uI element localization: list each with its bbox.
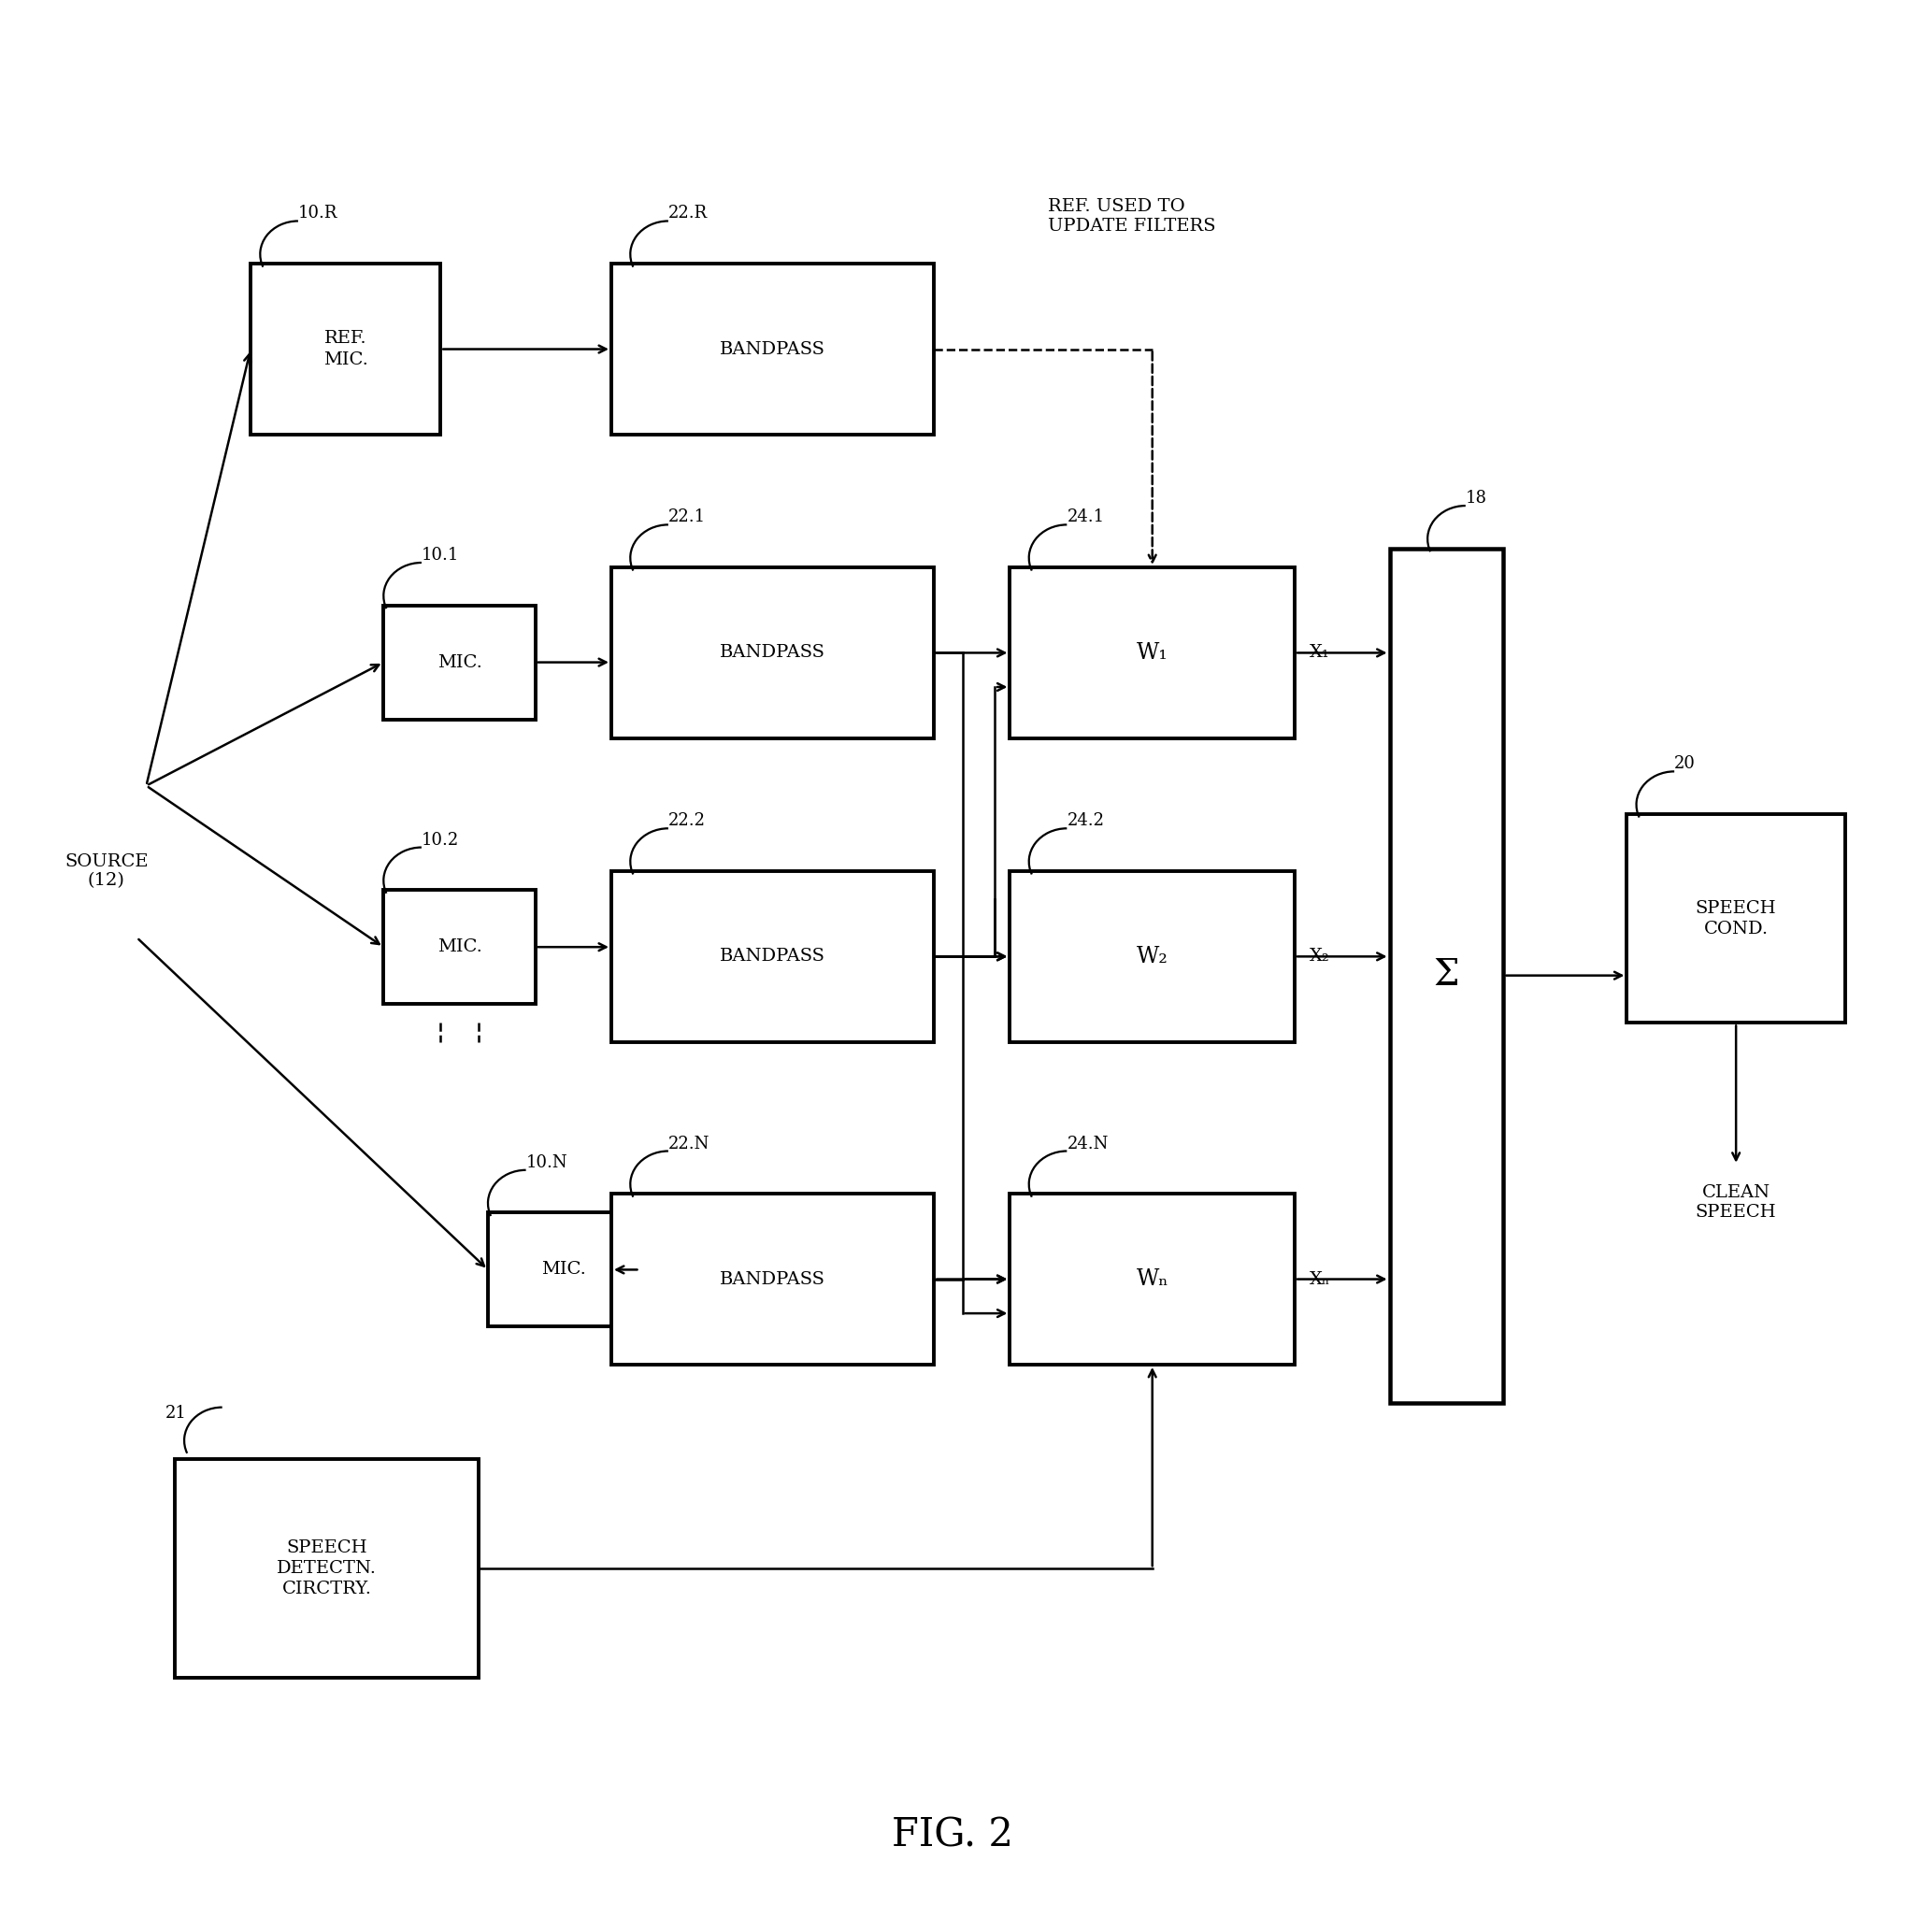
Text: FIG. 2: FIG. 2	[892, 1816, 1014, 1855]
Text: X₁: X₁	[1309, 645, 1330, 661]
Text: MIC.: MIC.	[436, 653, 482, 670]
Bar	[612, 1194, 934, 1364]
Bar	[1010, 871, 1294, 1041]
Text: 21: 21	[166, 1405, 187, 1422]
Bar	[612, 265, 934, 435]
Bar	[1010, 568, 1294, 738]
Bar	[1389, 549, 1504, 1403]
Bar	[383, 605, 536, 719]
Text: BANDPASS: BANDPASS	[720, 1271, 825, 1287]
Text: 10.1: 10.1	[421, 547, 459, 564]
Text: 24.2: 24.2	[1067, 813, 1104, 829]
Text: X₂: X₂	[1309, 949, 1330, 964]
Text: 20: 20	[1673, 755, 1696, 773]
Text: 10.R: 10.R	[297, 205, 337, 222]
Text: Xₙ: Xₙ	[1309, 1271, 1330, 1287]
Bar	[612, 871, 934, 1041]
Text: MIC.: MIC.	[436, 939, 482, 956]
Text: 24.N: 24.N	[1067, 1136, 1109, 1151]
Text: BANDPASS: BANDPASS	[720, 949, 825, 964]
Text: BANDPASS: BANDPASS	[720, 645, 825, 661]
Bar	[383, 891, 536, 1005]
Text: 24.1: 24.1	[1067, 508, 1104, 526]
Text: 10.N: 10.N	[526, 1153, 568, 1171]
Bar	[1628, 813, 1845, 1022]
Text: Σ: Σ	[1433, 958, 1460, 993]
Text: 22.R: 22.R	[669, 205, 707, 222]
Text: REF.
MIC.: REF. MIC.	[324, 330, 368, 367]
Text: W₁: W₁	[1136, 641, 1168, 663]
Text: REF. USED TO
UPDATE FILTERS: REF. USED TO UPDATE FILTERS	[1048, 199, 1216, 234]
Text: W₂: W₂	[1136, 947, 1168, 968]
Text: 18: 18	[1466, 491, 1487, 506]
Text: 22.1: 22.1	[669, 508, 705, 526]
Text: Wₙ: Wₙ	[1136, 1269, 1168, 1291]
Bar	[488, 1213, 640, 1327]
Text: 10.2: 10.2	[421, 831, 459, 848]
Bar	[612, 568, 934, 738]
Text: 22.N: 22.N	[669, 1136, 709, 1151]
Bar	[252, 265, 440, 435]
Text: SPEECH
DETECTN.
CIRCTRY.: SPEECH DETECTN. CIRCTRY.	[276, 1540, 377, 1598]
Bar	[1010, 1194, 1294, 1364]
Text: SPEECH
COND.: SPEECH COND.	[1696, 900, 1776, 937]
Text: SOURCE
(12): SOURCE (12)	[65, 852, 149, 889]
Text: 22.2: 22.2	[669, 813, 705, 829]
Bar	[175, 1459, 478, 1677]
Text: MIC.: MIC.	[541, 1262, 587, 1279]
Text: CLEAN
SPEECH: CLEAN SPEECH	[1696, 1184, 1776, 1221]
Text: BANDPASS: BANDPASS	[720, 340, 825, 357]
